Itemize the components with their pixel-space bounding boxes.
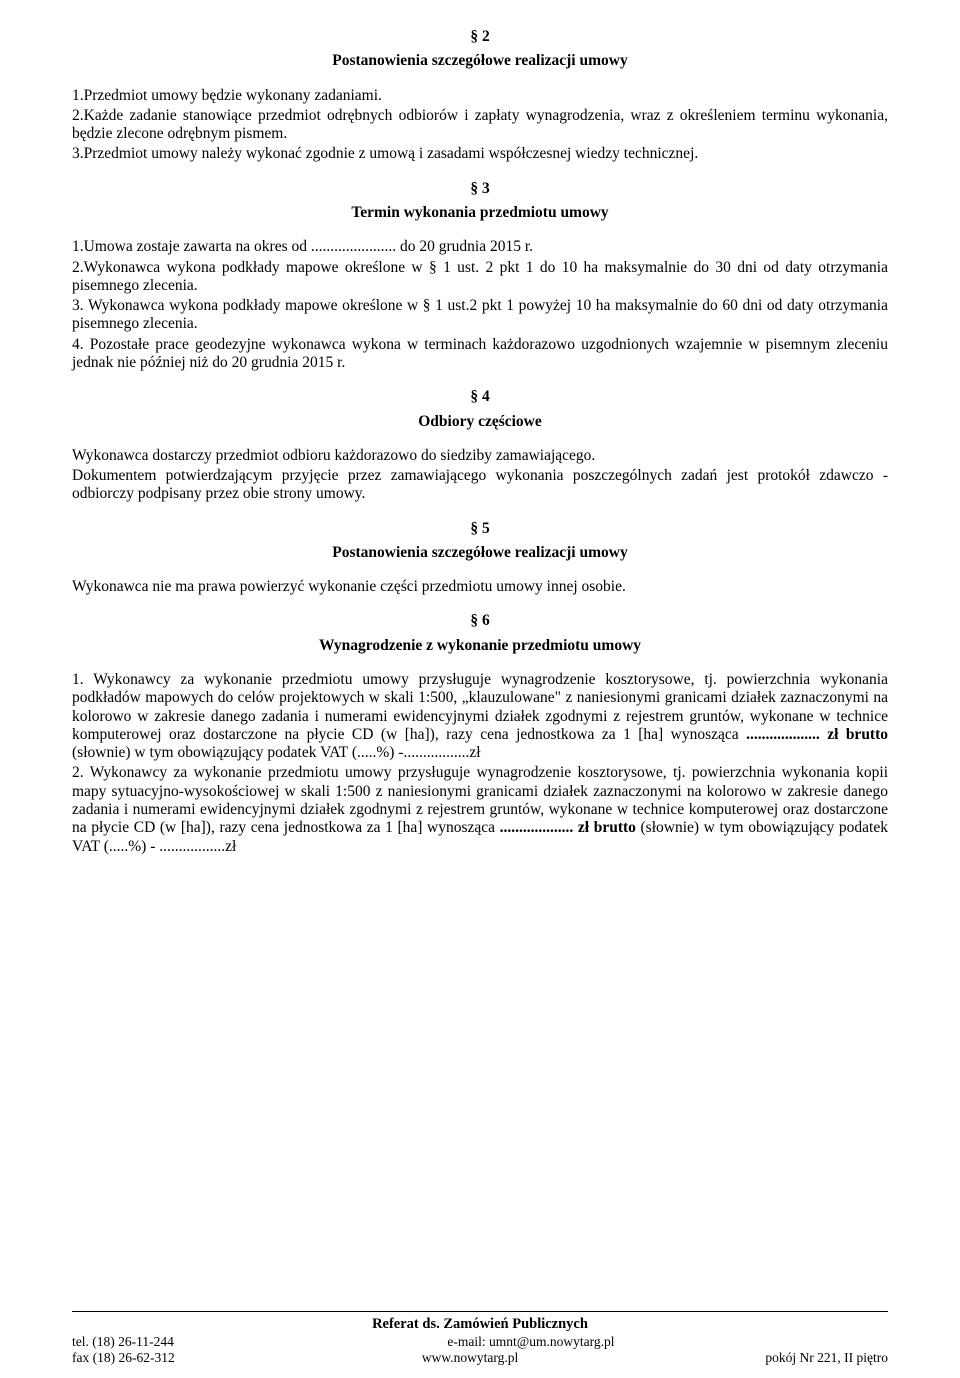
s6-p2: 2. Wykonawcy za wykonanie przedmiotu umo… [72, 764, 888, 855]
section-3: § 3 Termin wykonania przedmiotu umowy 1.… [72, 180, 888, 373]
footer-row-2: fax (18) 26-62-312 www.nowytarg.pl pokój… [72, 1350, 888, 1366]
section-5-title: Postanowienia szczegółowe realizacji umo… [72, 544, 888, 562]
s5-p1: Wykonawca nie ma prawa powierzyć wykonan… [72, 578, 888, 596]
section-4-number: § 4 [72, 388, 888, 406]
page-footer: Referat ds. Zamówień Publicznych tel. (1… [72, 1311, 888, 1366]
section-2-number: § 2 [72, 28, 888, 46]
section-6-number: § 6 [72, 612, 888, 630]
s4-p2: Dokumentem potwierdzającym przyjęcie prz… [72, 467, 888, 504]
s3-p3: 3. Wykonawca wykona podkłady mapowe okre… [72, 297, 888, 334]
footer-title: Referat ds. Zamówień Publicznych [72, 1316, 888, 1333]
section-5: § 5 Postanowienia szczegółowe realizacji… [72, 520, 888, 597]
section-6-title: Wynagrodzenie z wykonanie przedmiotu umo… [72, 637, 888, 655]
footer-fax: fax (18) 26-62-312 [72, 1350, 175, 1366]
s2-p3: 3.Przedmiot umowy należy wykonać zgodnie… [72, 145, 888, 163]
section-2-title: Postanowienia szczegółowe realizacji umo… [72, 52, 888, 70]
footer-room: pokój Nr 221, II piętro [765, 1350, 888, 1366]
footer-www: www.nowytarg.pl [422, 1350, 518, 1366]
footer-email: e-mail: umnt@um.nowytarg.pl [447, 1334, 614, 1350]
footer-divider [72, 1311, 888, 1312]
s3-p2: 2.Wykonawca wykona podkłady mapowe okreś… [72, 259, 888, 296]
s3-p1: 1.Umowa zostaje zawarta na okres od ....… [72, 238, 888, 256]
footer-row-1: tel. (18) 26-11-244 e-mail: umnt@um.nowy… [72, 1334, 888, 1350]
s2-p1: 1.Przedmiot umowy będzie wykonany zadani… [72, 87, 888, 105]
s6-p1: 1. Wykonawcy za wykonanie przedmiotu umo… [72, 671, 888, 762]
footer-tel: tel. (18) 26-11-244 [72, 1334, 174, 1350]
section-5-number: § 5 [72, 520, 888, 538]
s4-p1: Wykonawca dostarczy przedmiot odbioru ka… [72, 447, 888, 465]
s3-p4: 4. Pozostałe prace geodezyjne wykonawca … [72, 336, 888, 373]
section-3-number: § 3 [72, 180, 888, 198]
s2-p2: 2.Każde zadanie stanowiące przedmiot odr… [72, 107, 888, 144]
section-6: § 6 Wynagrodzenie z wykonanie przedmiotu… [72, 612, 888, 855]
section-4-title: Odbiory częściowe [72, 413, 888, 431]
section-3-title: Termin wykonania przedmiotu umowy [72, 204, 888, 222]
section-2: § 2 Postanowienia szczegółowe realizacji… [72, 28, 888, 164]
section-4: § 4 Odbiory częściowe Wykonawca dostarcz… [72, 388, 888, 503]
